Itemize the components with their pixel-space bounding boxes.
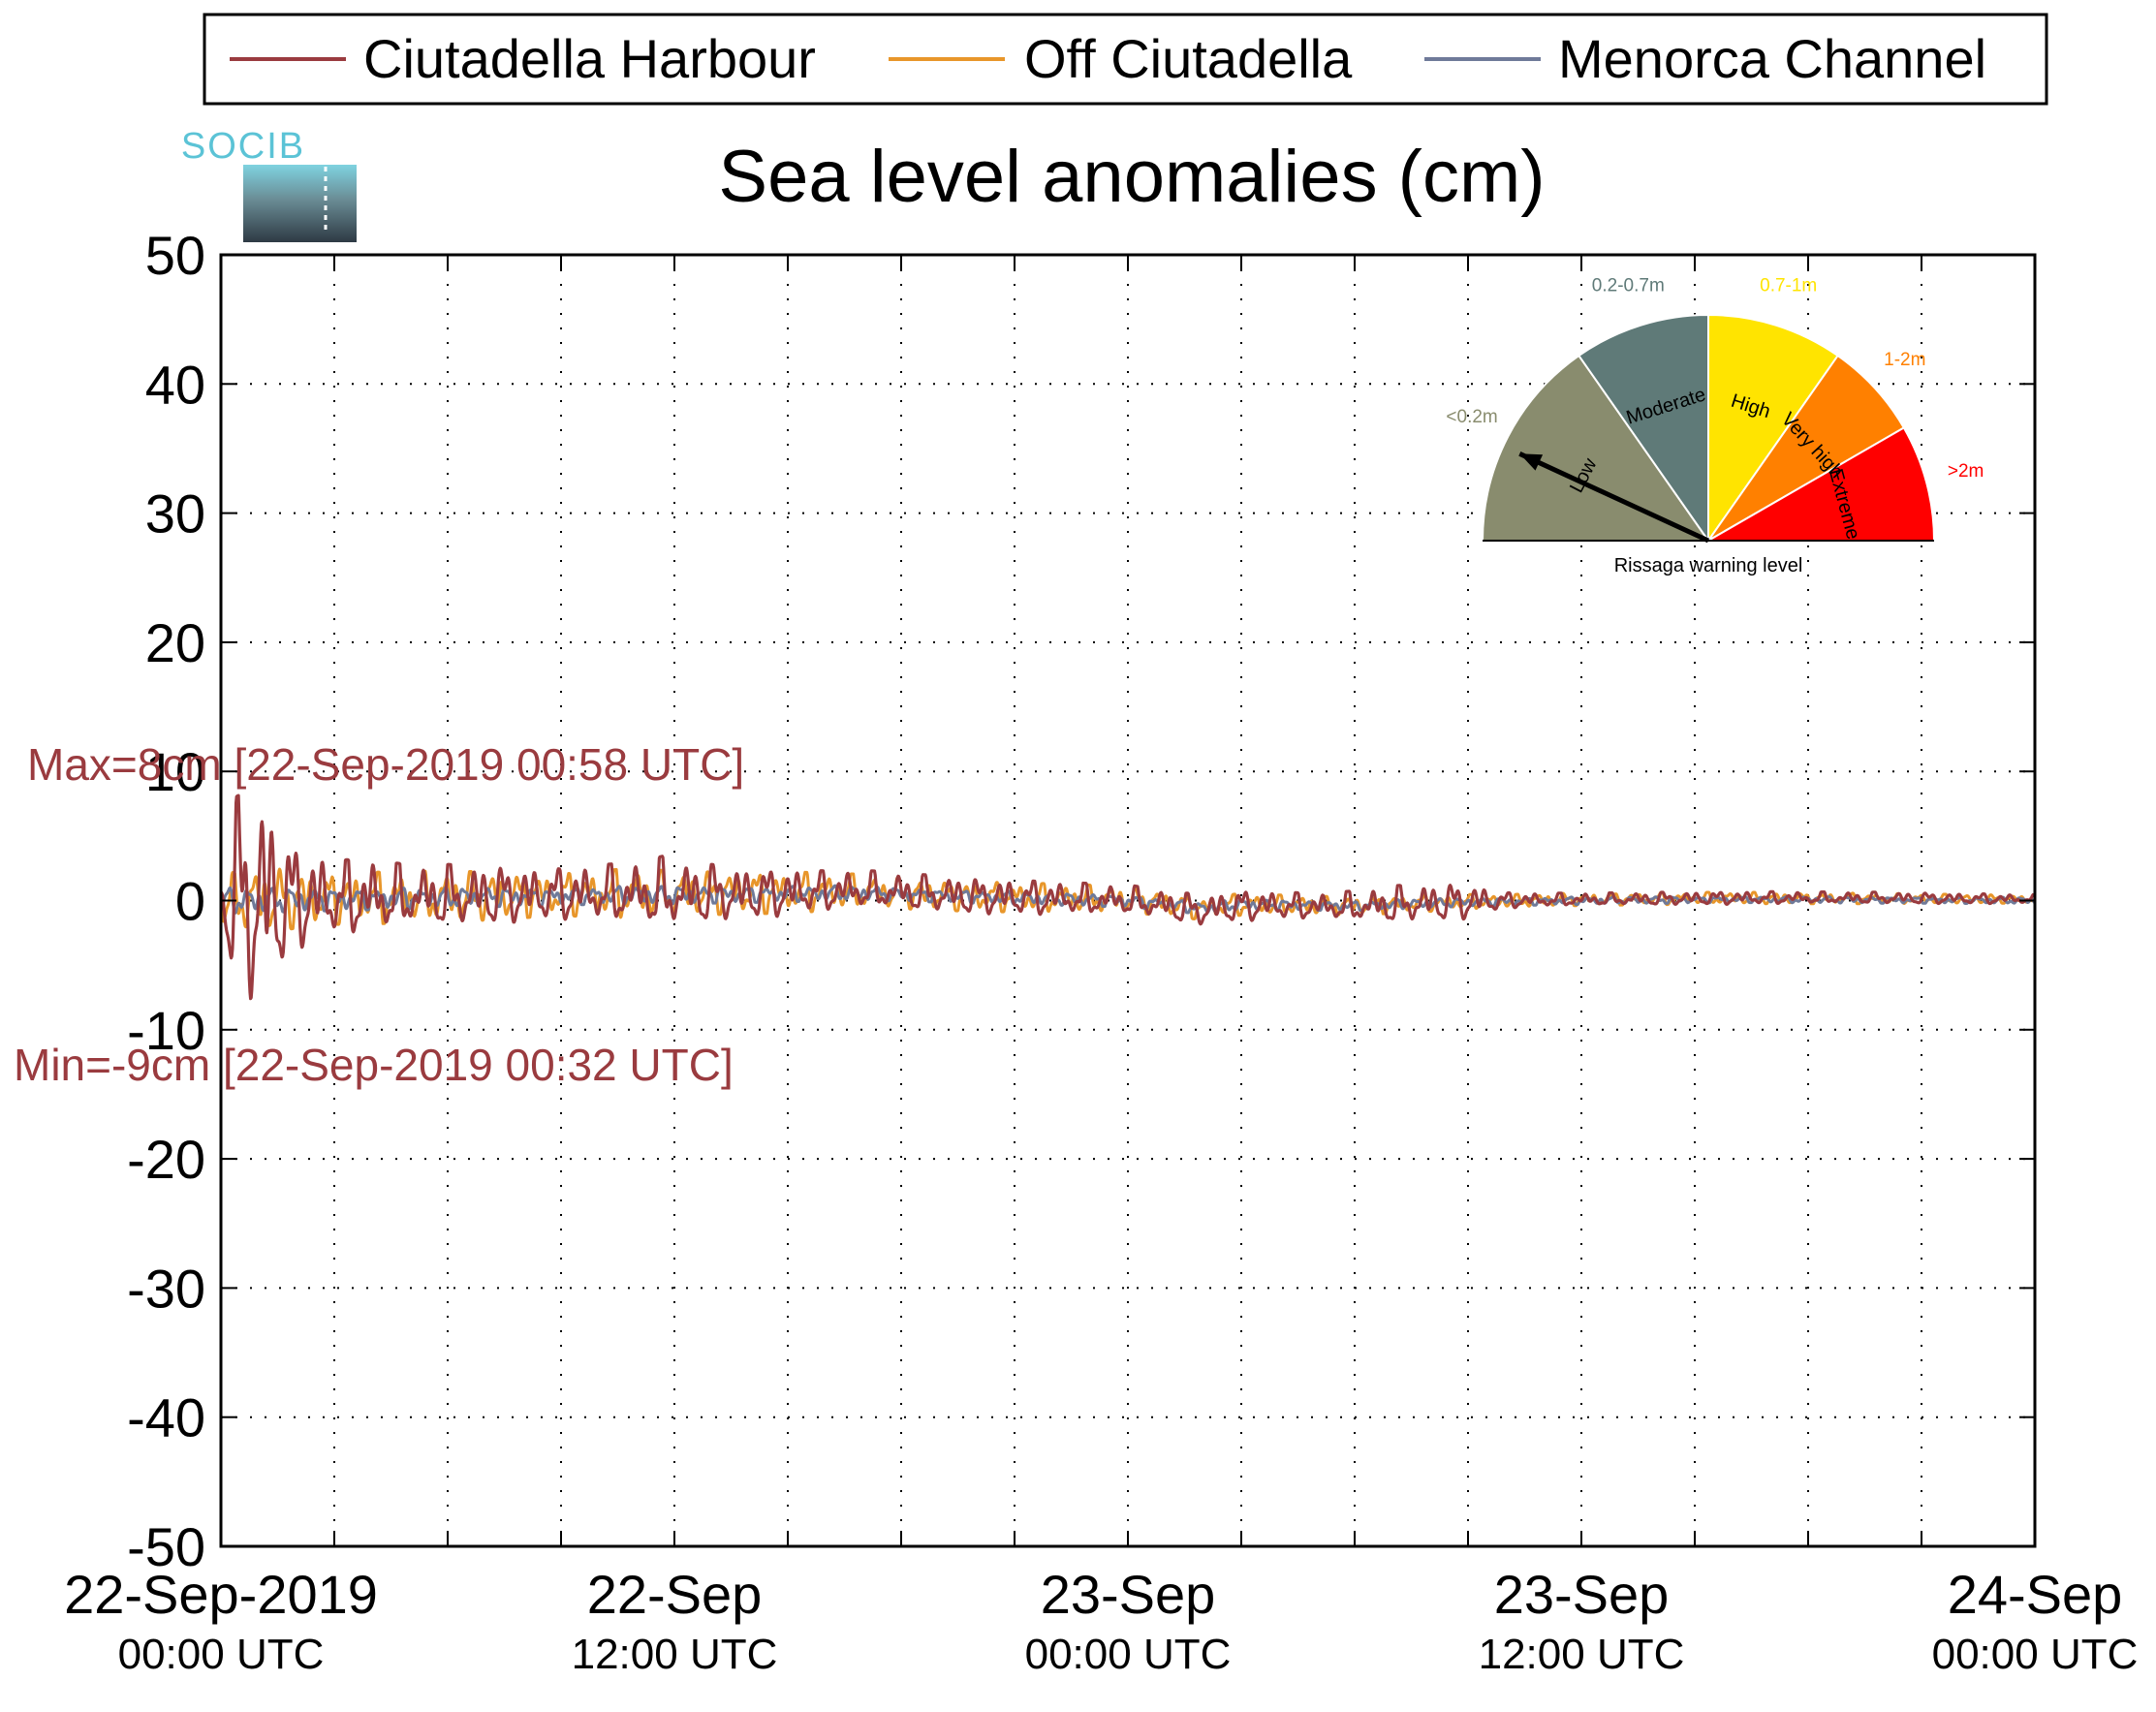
gauge-level-range: >2m (1948, 461, 1984, 482)
gauge-needle (1518, 451, 1710, 544)
legend-label-menorca-channel: Menorca Channel (1558, 28, 1986, 89)
chart-title: Sea level anomalies (cm) (718, 136, 1545, 218)
y-tick-label: -40 (127, 1387, 205, 1448)
gauge-sectors (1481, 313, 1936, 545)
gauge-level-range: 1-2m (1884, 350, 1925, 370)
gauge-needle-line (1518, 451, 1710, 544)
x-tick-label-time: 12:00 UTC (572, 1631, 778, 1678)
x-tick-label-date: 24-Sep (1948, 1564, 2123, 1625)
y-tick-label: 0 (175, 871, 205, 932)
min-annotation: Min=-9cm [22-Sep-2019 00:32 UTC] (14, 1040, 734, 1090)
x-tick-labels: 22-Sep-2019 00:00 UTC 22-Sep 12:00 UTC 23-Se… (64, 1564, 2138, 1678)
y-tick-label: 20 (145, 612, 205, 673)
gauge-sector-moderate (1578, 313, 1709, 545)
x-tick-label-time: 00:00 UTC (118, 1631, 325, 1678)
x-tick-label-date: 22-Sep-2019 (64, 1564, 378, 1625)
socib-logo: SOCIB (181, 126, 357, 242)
series-lines (219, 794, 2037, 1001)
gauge-needle-head (1519, 453, 1544, 471)
x-tick-label-time: 00:00 UTC (1025, 1631, 1232, 1678)
legend-label-ciutadella-harbour: Ciutadella Harbour (363, 28, 816, 89)
gauge-sector-low (1481, 354, 1710, 542)
logo-text: SOCIB (181, 126, 305, 167)
x-tick-label-date: 22-Sep (587, 1564, 763, 1625)
y-tick-label: 50 (145, 225, 205, 286)
y-tick-label: 30 (145, 483, 205, 545)
x-tick-label-time: 00:00 UTC (1932, 1631, 2139, 1678)
axis-ticks (220, 254, 2036, 1547)
y-tick-label: 10 (145, 741, 205, 802)
gauge-sector-high (1707, 313, 1839, 545)
logo-block (243, 165, 357, 242)
y-tick-label: -20 (127, 1129, 205, 1190)
x-tick-label-date: 23-Sep (1041, 1564, 1216, 1625)
max-annotation: Max=8cm [22-Sep-2019 00:58 UTC] (27, 739, 744, 790)
legend-box (203, 13, 2048, 106)
y-tick-label: -10 (127, 1000, 205, 1061)
y-tick-label: 40 (145, 354, 205, 415)
series-line-ciutadella-harbour (219, 794, 2036, 1001)
gauge-level-range: <0.2m (1446, 407, 1497, 427)
gauge-level-range: 0.7-1m (1760, 276, 1817, 296)
gauge-caption: Rissaga warning level (1614, 555, 1803, 576)
gauge-sector-extreme (1704, 426, 1936, 542)
gauge-level-range: 0.2-0.7m (1592, 276, 1665, 296)
x-tick-label-time: 12:00 UTC (1479, 1631, 1685, 1678)
y-tick-label: -30 (127, 1258, 205, 1319)
y-tick-label: -50 (127, 1516, 205, 1577)
y-tick-labels: 50 40 30 20 10 0 -10 -20 -30 -40 -50 (127, 225, 205, 1577)
legend: Ciutadella Harbour Off Ciutadella Menorc… (203, 13, 2048, 106)
x-tick-label-date: 23-Sep (1494, 1564, 1670, 1625)
legend-label-off-ciutadella: Off Ciutadella (1024, 28, 1353, 89)
